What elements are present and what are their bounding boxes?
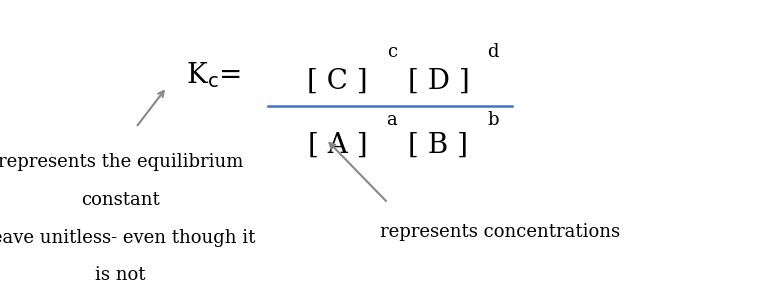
Text: a: a xyxy=(386,111,397,129)
Text: [ D ]: [ D ] xyxy=(407,68,469,95)
Text: represents the equilibrium: represents the equilibrium xyxy=(0,153,243,171)
Text: leave unitless- even though it: leave unitless- even though it xyxy=(0,229,255,247)
Text: [ A ]: [ A ] xyxy=(308,131,367,159)
Text: K$_\mathrm{c}$=: K$_\mathrm{c}$= xyxy=(186,61,241,90)
Text: is not: is not xyxy=(95,267,146,284)
Text: constant: constant xyxy=(81,191,160,209)
Text: b: b xyxy=(487,111,498,129)
Text: d: d xyxy=(487,43,498,61)
Text: [ C ]: [ C ] xyxy=(307,68,368,95)
Text: [ B ]: [ B ] xyxy=(408,131,469,159)
Text: c: c xyxy=(386,43,397,61)
Text: represents concentrations: represents concentrations xyxy=(380,223,621,241)
